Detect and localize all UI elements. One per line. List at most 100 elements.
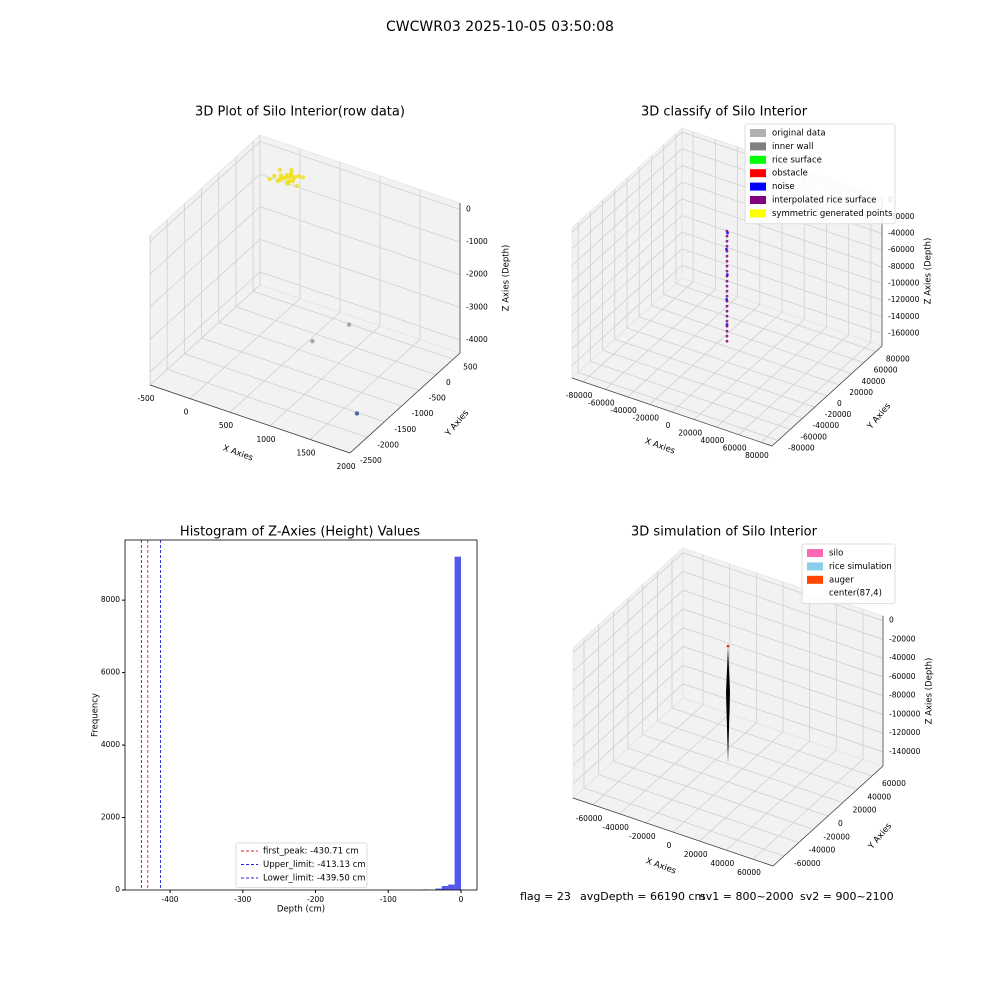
tick-label: -1000 <box>466 237 488 246</box>
grid-line <box>642 734 843 804</box>
grid-line <box>571 215 683 316</box>
tick-label: 60000 <box>723 444 747 453</box>
legend-label: Upper_limit: -413.13 cm <box>263 860 366 870</box>
x-tick-label: 0 <box>459 895 464 904</box>
tick-label: -60000 <box>576 814 603 823</box>
point <box>294 183 300 189</box>
legend-label: obstacle <box>772 169 808 179</box>
grid-line <box>149 206 261 308</box>
tick-label: 0 <box>666 421 671 430</box>
footer-text: avgDepth = 66190 cm <box>580 890 705 903</box>
tick-label: 0 <box>837 399 842 408</box>
simulation-shape <box>726 646 730 764</box>
tick-label: -60000 <box>888 245 915 254</box>
legend-label: auger <box>829 575 854 585</box>
grid-line <box>682 627 884 697</box>
grid-line <box>259 173 461 243</box>
bar <box>435 888 442 890</box>
point <box>288 171 294 177</box>
legend-box <box>235 842 368 888</box>
grid-line <box>651 305 852 375</box>
grid-line <box>572 646 684 747</box>
tick-label: -20000 <box>632 413 659 422</box>
legend-label: noise <box>772 182 795 192</box>
bar <box>441 886 449 890</box>
z-axis-label: Z Axies (Depth) <box>925 658 935 725</box>
z-axis-label: Z Axies (Depth) <box>924 238 934 305</box>
point <box>725 339 729 343</box>
tick-label: -20000 <box>889 634 916 643</box>
tick-label: -100000 <box>888 279 920 288</box>
chart-title: Histogram of Z-Axies (Height) Values <box>180 525 420 540</box>
chart-title: 3D simulation of Silo Interior <box>631 525 818 540</box>
tick-label: -60000 <box>889 672 916 681</box>
grid-line <box>235 306 437 376</box>
point <box>296 174 301 179</box>
grid-line <box>627 747 829 817</box>
tick-label: -2500 <box>360 456 382 465</box>
legend-label: rice simulation <box>829 562 892 572</box>
tick-label: 0 <box>889 616 894 625</box>
footer-text: sv1 = 800~2000 <box>700 890 794 903</box>
grid-line <box>572 627 684 728</box>
y-tick-label: 6000 <box>101 668 120 677</box>
tick-label: 500 <box>219 421 234 430</box>
tick-label: -20000 <box>629 832 656 841</box>
grid-line <box>259 271 461 341</box>
tick-label: -20000 <box>888 212 915 221</box>
y-tick-label: 2000 <box>101 813 120 822</box>
grid-line <box>309 339 421 440</box>
tick-label: -40000 <box>809 846 836 855</box>
grid-line <box>571 231 683 333</box>
tick-label: 0 <box>667 841 672 850</box>
point <box>725 304 729 308</box>
tick-label: -40000 <box>888 229 915 238</box>
plot-frame <box>124 539 478 891</box>
chart-title: 3D Plot of Silo Interior(row data) <box>195 105 405 120</box>
grid-line <box>184 353 385 423</box>
legend-label: interpolated rice surface <box>772 196 877 206</box>
point <box>725 259 729 263</box>
grid-line <box>681 248 883 318</box>
tick-label: 20000 <box>678 429 702 438</box>
grid-line <box>149 284 261 386</box>
point <box>346 322 352 327</box>
grid-line <box>571 148 683 250</box>
point <box>725 299 729 303</box>
grid-line <box>572 664 684 766</box>
grid-line <box>639 316 840 386</box>
tick-label: 80000 <box>886 355 910 364</box>
grid-line <box>572 552 684 653</box>
grid-line <box>201 337 402 407</box>
grid-line <box>149 141 261 242</box>
tick-label: 40000 <box>867 792 891 801</box>
legend-box <box>801 543 896 605</box>
point <box>725 254 729 258</box>
tick-label: 20000 <box>853 806 877 815</box>
tick-label: 40000 <box>861 377 885 386</box>
tick-label: -40000 <box>602 823 629 832</box>
point <box>725 264 729 268</box>
tick-label: -120000 <box>889 728 921 737</box>
tick-label: 2000 <box>336 462 355 471</box>
x-tick-label: -300 <box>234 895 251 904</box>
tick-label: -80000 <box>566 391 593 400</box>
point <box>725 329 729 333</box>
legend-label: original data <box>772 129 826 139</box>
point <box>354 411 360 416</box>
grid-line <box>269 325 381 427</box>
x-axis-label: Depth (cm) <box>277 905 325 915</box>
tick-label: -3000 <box>466 302 488 311</box>
grid-line <box>571 131 683 233</box>
point <box>272 173 277 179</box>
grid-line <box>682 683 884 753</box>
tick-label: 0 <box>466 205 471 214</box>
tick-label: 0 <box>446 378 451 387</box>
grid-line <box>572 571 684 672</box>
tick-label: 60000 <box>882 779 906 788</box>
grid-line <box>598 774 799 844</box>
tick-label: -40000 <box>813 421 840 430</box>
point <box>289 167 294 173</box>
tick-label: -20000 <box>825 410 852 419</box>
grid-line <box>229 311 341 413</box>
